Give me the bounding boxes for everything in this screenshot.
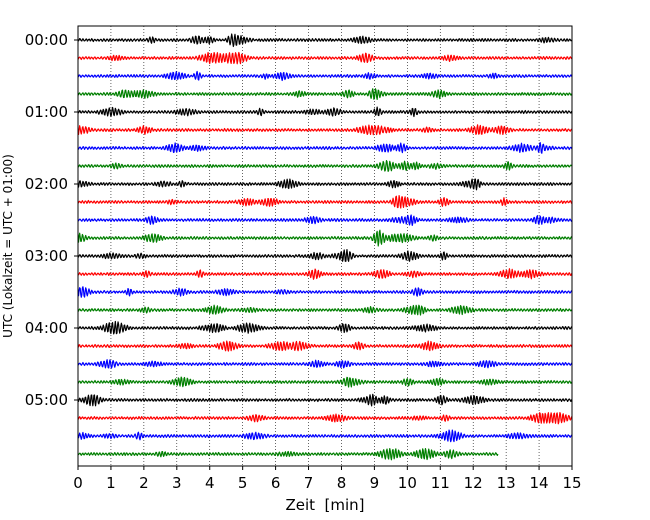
x-tick-label: 6: [271, 474, 281, 492]
x-tick-label: 15: [562, 474, 581, 492]
trace-line: [77, 70, 573, 82]
x-tick-label: 3: [172, 474, 182, 492]
trace-line: [77, 447, 499, 461]
y-axis-label: UTC (Lokalzeit = UTC + 01:00): [1, 154, 15, 338]
trace-line: [77, 249, 573, 262]
x-tick-label: 7: [304, 474, 314, 492]
x-tick-label: 5: [238, 474, 248, 492]
x-tick-label: 10: [398, 474, 417, 492]
trace-line: [77, 142, 573, 154]
y-tick-label: 01:00: [25, 103, 68, 121]
grid-layer: [110, 26, 540, 466]
trace-line: [77, 214, 573, 226]
trace-line: [77, 268, 573, 280]
trace-line: [77, 33, 573, 48]
y-tick-label: 03:00: [25, 247, 68, 265]
x-tick-label: 13: [497, 474, 516, 492]
y-tick-label: 04:00: [25, 319, 68, 337]
trace-line: [77, 411, 573, 425]
trace-line: [77, 178, 573, 191]
x-tick-label: 1: [106, 474, 116, 492]
x-tick-label: 2: [139, 474, 149, 492]
trace-line: [77, 124, 573, 136]
trace-line: [77, 359, 573, 369]
trace-line: [77, 229, 573, 247]
x-tick-label: 9: [370, 474, 380, 492]
trace-line: [77, 286, 573, 298]
x-axis-label: Zeit [min]: [285, 496, 364, 514]
trace-line: [77, 376, 573, 388]
y-tick-label: 05:00: [25, 391, 68, 409]
trace-line: [77, 393, 573, 407]
y-tick-label: 00:00: [25, 31, 68, 49]
trace-line: [77, 340, 573, 352]
trace-layer: [77, 33, 573, 461]
plot-frame: [77, 25, 573, 467]
trace-line: [77, 160, 573, 172]
trace-line: [77, 106, 573, 118]
trace-line: [77, 51, 573, 65]
trace-line: [77, 429, 573, 443]
x-tick-label: 0: [73, 474, 83, 492]
y-tick-label: 02:00: [25, 175, 68, 193]
x-tick-label: 11: [431, 474, 450, 492]
x-tick-label: 8: [337, 474, 347, 492]
trace-line: [77, 304, 573, 316]
trace-line: [77, 195, 573, 209]
trace-line: [77, 88, 573, 101]
x-tick-label: 12: [464, 474, 483, 492]
x-tick-label: 4: [205, 474, 215, 492]
tick-layer: 0 1 2 3 4 5 6 7 8 9 10 11 12 13 14 1500:0001:0002:0003:…: [25, 31, 582, 492]
x-tick-label: 14: [530, 474, 549, 492]
trace-line: [77, 320, 573, 335]
